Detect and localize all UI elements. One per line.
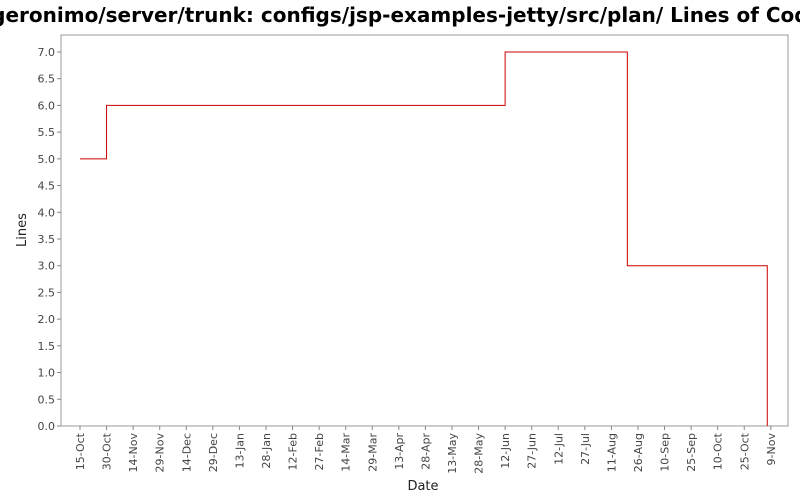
plot-area — [60, 34, 789, 427]
x-tick-label: 27-Jun — [526, 433, 539, 469]
x-tick-label: 10-Sep — [659, 433, 672, 472]
y-tick-label: 6.0 — [38, 99, 56, 112]
y-tick-label: 4.0 — [38, 206, 56, 219]
x-tick-label: 14-Nov — [127, 433, 140, 473]
x-tick-label: 25-Oct — [738, 432, 751, 470]
y-tick-label: 7.0 — [38, 46, 56, 59]
x-tick-label: 12-Jun — [499, 433, 512, 469]
x-axis-label: Date — [407, 479, 438, 494]
x-tick-label: 26-Aug — [632, 433, 645, 472]
x-tick-label: 28-May — [473, 433, 486, 474]
x-tick-label: 10-Oct — [712, 432, 725, 470]
x-tick-label: 13-Apr — [393, 433, 406, 470]
x-tick-label: 15-Oct — [74, 432, 87, 470]
y-tick-label: 2.0 — [38, 313, 56, 326]
y-tick-label: 5.0 — [38, 153, 56, 166]
x-tick-label: 9-Nov — [765, 433, 778, 466]
x-tick-label: 25-Sep — [685, 433, 698, 472]
x-tick-label: 14-Mar — [340, 433, 353, 472]
x-tick-label: 28-Apr — [419, 433, 432, 470]
y-tick-label: 1.5 — [38, 340, 56, 353]
y-axis-label: Lines — [15, 213, 30, 247]
y-tick-label: 1.0 — [38, 367, 56, 380]
x-tick-label: 12-Feb — [287, 433, 300, 470]
y-axis: 0.0 0.5 1.0 1.5 2.0 2.5 3.0 3.5 4.0 4.5 5.0 5.5 6.0 6… — [38, 46, 61, 433]
x-tick-label: 27-Jul — [579, 433, 592, 465]
y-tick-label: 5.5 — [38, 126, 56, 139]
x-tick-label: 13-Jan — [233, 433, 246, 469]
series-line — [80, 51, 768, 426]
y-tick-label: 6.5 — [38, 73, 56, 86]
series-group — [80, 51, 768, 426]
y-tick-label: 3.5 — [38, 233, 56, 246]
x-tick-label: 29-Mar — [366, 433, 379, 472]
y-tick-label: 3.0 — [38, 260, 56, 273]
x-tick-label: 30-Oct — [101, 432, 114, 470]
chart-title: /geronimo/server/trunk: configs/jsp-exam… — [0, 3, 800, 27]
x-tick-label: 11-Aug — [605, 433, 618, 472]
x-tick-label: 29-Dec — [207, 433, 220, 472]
x-tick-label: 12-Jul — [552, 433, 565, 465]
x-tick-label: 28-Jan — [260, 433, 273, 469]
x-axis: 15-Oct 30-Oct 14-Nov 29-Nov 14-Dec 29-Dec 13-J… — [74, 426, 778, 474]
x-tick-label: 27-Feb — [313, 433, 326, 470]
y-tick-label: 0.5 — [38, 393, 56, 406]
y-tick-label: 4.5 — [38, 180, 56, 193]
y-tick-label: 2.5 — [38, 286, 56, 299]
x-tick-label: 13-May — [446, 433, 459, 474]
y-tick-label: 0.0 — [38, 420, 56, 433]
x-tick-label: 29-Nov — [154, 433, 167, 473]
x-tick-label: 14-Dec — [180, 433, 193, 472]
